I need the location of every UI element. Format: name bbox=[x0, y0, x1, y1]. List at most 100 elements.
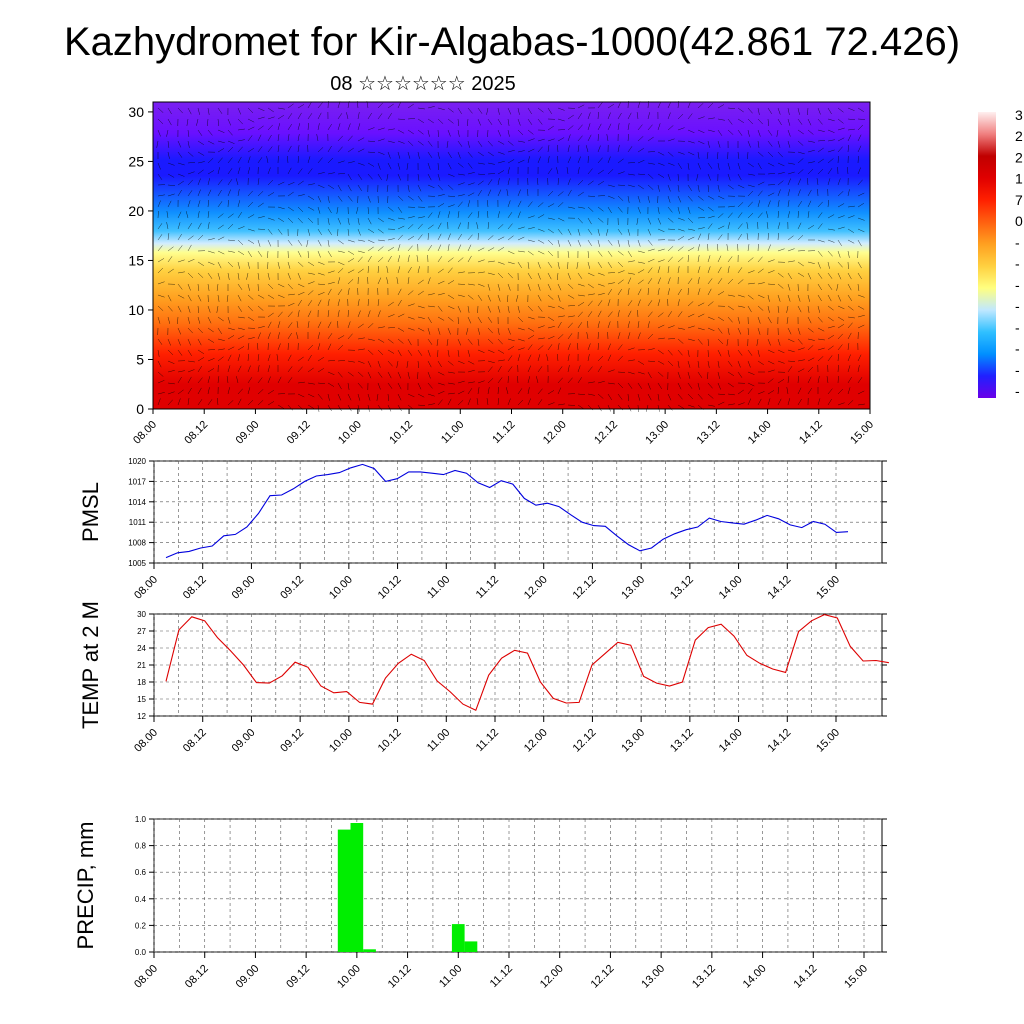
precip-bar bbox=[350, 823, 364, 952]
colorbar-label: - bbox=[1015, 362, 1020, 378]
temp-y-tick-label: 27 bbox=[137, 627, 146, 636]
temp-x-tick-label: 10.00 bbox=[327, 727, 355, 755]
heatmap-x-tick-label: 12.00 bbox=[541, 419, 569, 447]
pmsl-y-tick-label: 1008 bbox=[128, 539, 146, 548]
temp-x-tick-label: 11.00 bbox=[425, 727, 452, 754]
precip-y-tick-label: 0.4 bbox=[135, 895, 147, 904]
temp-x-tick-label: 08.12 bbox=[181, 727, 209, 755]
temp-y-tick-label: 15 bbox=[137, 695, 146, 704]
precip-bar bbox=[363, 949, 376, 952]
temp-x-tick-label: 11.12 bbox=[474, 727, 501, 754]
precip-x-tick-label: 15.00 bbox=[842, 963, 870, 991]
precip-x-tick-label: 14.12 bbox=[791, 963, 819, 991]
colorbar-label: - bbox=[1015, 256, 1020, 272]
heatmap-y-tick-label: 0 bbox=[136, 401, 144, 417]
precip-grid bbox=[153, 818, 882, 953]
pmsl-grid bbox=[153, 460, 882, 564]
pmsl-x-tick-label: 15.00 bbox=[814, 574, 842, 602]
temp-y-tick-label: 18 bbox=[137, 678, 146, 687]
heatmap-y-tick-label: 5 bbox=[136, 351, 144, 367]
precip-bar bbox=[451, 924, 465, 952]
precip-x-tick-label: 08.00 bbox=[132, 963, 160, 991]
heatmap-y-tick-label: 10 bbox=[128, 302, 144, 318]
precip-x-tick-label: 11.00 bbox=[437, 963, 464, 990]
pmsl-x-tick-label: 13.12 bbox=[668, 574, 696, 602]
pmsl-x-tick-label: 11.00 bbox=[425, 574, 452, 601]
heatmap-y-tick-label: 25 bbox=[128, 153, 144, 169]
heatmap-x-tick-label: 08.12 bbox=[182, 419, 210, 447]
heatmap-field bbox=[153, 102, 870, 409]
temp-x-tick-label: 12.12 bbox=[571, 727, 599, 755]
precip-y-tick-label: 0.6 bbox=[135, 868, 147, 877]
pmsl-ylabel: PMSL bbox=[78, 482, 103, 542]
temp-y-tick-label: 21 bbox=[137, 661, 146, 670]
colorbar bbox=[978, 112, 996, 398]
precip-y-tick-label: 0.2 bbox=[135, 921, 147, 930]
colorbar-label: - bbox=[1015, 341, 1020, 357]
heatmap-y-tick-label: 30 bbox=[128, 104, 144, 120]
precip-y-tick-label: 0.8 bbox=[135, 842, 147, 851]
precip-x-tick-label: 09.00 bbox=[234, 963, 262, 991]
temp-x-tick-label: 09.00 bbox=[230, 727, 258, 755]
colorbar-label: 1 bbox=[1015, 171, 1023, 187]
heatmap-x-tick-label: 10.12 bbox=[387, 419, 415, 447]
pmsl-series-line bbox=[165, 463, 849, 559]
colorbar-label: - bbox=[1015, 383, 1020, 399]
precip-x-tick-label: 12.12 bbox=[589, 963, 617, 991]
temp-y-tick-label: 12 bbox=[137, 712, 146, 721]
pmsl-x-tick-label: 09.12 bbox=[278, 574, 306, 602]
pmsl-x-tick-label: 08.00 bbox=[132, 574, 160, 602]
precip-bar bbox=[464, 941, 478, 952]
pmsl-x-tick-label: 11.12 bbox=[474, 574, 501, 601]
colorbar-label: 0 bbox=[1015, 213, 1023, 229]
temp-x-tick-label: 13.00 bbox=[619, 727, 647, 755]
heatmap-x-tick-label: 13.12 bbox=[695, 419, 723, 447]
colorbar-label: - bbox=[1015, 277, 1020, 293]
pmsl-x-tick-label: 10.00 bbox=[327, 574, 355, 602]
colorbar-label: 7 bbox=[1015, 192, 1023, 208]
temp-x-tick-label: 14.00 bbox=[717, 727, 745, 755]
precip-y-tick-label: 0.0 bbox=[135, 948, 147, 957]
heatmap-x-tick-label: 08.00 bbox=[131, 419, 159, 447]
precip-x-tick-label: 12.00 bbox=[538, 963, 566, 991]
precip-bar bbox=[337, 829, 351, 952]
heatmap-x-tick-label: 14.12 bbox=[797, 419, 825, 447]
heatmap-x-tick-label: 15.00 bbox=[848, 419, 876, 447]
precip-x-tick-label: 10.00 bbox=[335, 963, 363, 991]
pmsl-y-tick-label: 1005 bbox=[128, 559, 146, 568]
precip-frame bbox=[153, 818, 883, 953]
temp-x-tick-label: 14.12 bbox=[765, 727, 793, 755]
pmsl-y-tick-label: 1014 bbox=[128, 498, 146, 507]
precip-x-tick-label: 13.12 bbox=[690, 963, 718, 991]
temp-y-tick-label: 30 bbox=[137, 610, 146, 619]
precip-x-tick-label: 09.12 bbox=[284, 963, 312, 991]
pmsl-y-tick-label: 1017 bbox=[128, 477, 146, 486]
heatmap-y-tick-label: 15 bbox=[128, 252, 144, 268]
pmsl-y-tick-label: 1020 bbox=[128, 457, 146, 466]
heatmap-x-tick-label: 11.12 bbox=[490, 419, 517, 446]
heatmap-x-tick-label: 10.00 bbox=[336, 419, 364, 447]
pmsl-x-tick-label: 13.00 bbox=[619, 574, 647, 602]
pmsl-frame bbox=[153, 460, 883, 564]
colorbar-label: - bbox=[1015, 234, 1020, 250]
colorbar-label: 2 bbox=[1015, 128, 1023, 144]
heatmap-x-tick-label: 14.00 bbox=[746, 419, 774, 447]
wind-vector-field bbox=[156, 100, 866, 413]
temp-x-tick-label: 13.12 bbox=[668, 727, 696, 755]
precip-x-tick-label: 08.12 bbox=[183, 963, 211, 991]
temp-x-tick-label: 12.00 bbox=[522, 727, 550, 755]
precip-ylabel: PRECIP, mm bbox=[73, 822, 98, 950]
page-title: Kazhydromet for Kir-Algabas-1000(42.861 … bbox=[63, 20, 961, 64]
temp-grid bbox=[153, 613, 882, 717]
pmsl-y-tick-label: 1011 bbox=[129, 518, 147, 527]
temp-series-line bbox=[165, 614, 889, 712]
heatmap-x-tick-label: 12.12 bbox=[592, 419, 620, 447]
heatmap-x-tick-label: 11.00 bbox=[439, 419, 466, 446]
pmsl-x-tick-label: 14.12 bbox=[765, 574, 793, 602]
pmsl-x-tick-label: 14.00 bbox=[717, 574, 745, 602]
precip-y-tick-label: 1.0 bbox=[135, 815, 147, 824]
temp-ylabel: TEMP at 2 M bbox=[78, 601, 103, 729]
precip-x-tick-label: 10.12 bbox=[386, 963, 414, 991]
temp-y-tick-label: 24 bbox=[137, 644, 146, 653]
